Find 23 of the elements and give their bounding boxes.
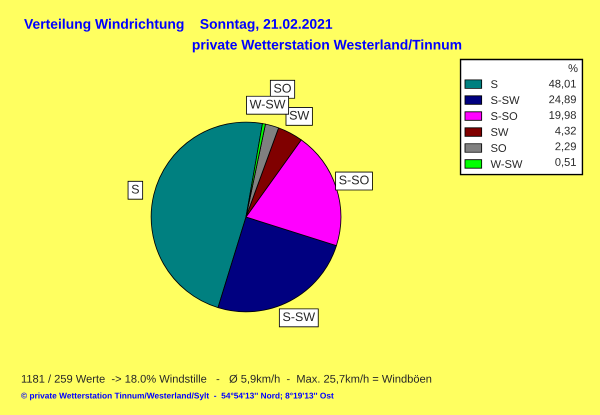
legend-label: S [491, 80, 498, 88]
chart-subtitle: private Wetterstation Westerland/Tinnum [192, 39, 462, 52]
slice-label: S-SW [283, 312, 316, 322]
slice-label: SW [290, 110, 310, 120]
legend-label: S-SW [491, 96, 520, 104]
legend-label: S-SO [491, 112, 518, 120]
data-label: 24,89 [549, 95, 576, 105]
text: 1181 / 259 Werte -> 18.0% Windstille - Ø 5,9km/h - Max. 25,7km/h = Windböen [22, 374, 432, 384]
slice-label: SO [274, 84, 291, 93]
slice-label: S [132, 184, 139, 194]
text: © private Wetterstation Tinnum/Westerland/Sylt - 54°54'13'' Nord; 8°19'13'' Ost [21, 392, 334, 400]
legend-title: % [568, 64, 578, 72]
data-label: 19,98 [549, 111, 576, 120]
slice-label: S-SO [339, 176, 369, 184]
legend-label: W-SW [490, 160, 522, 168]
data-label: 48,01 [548, 80, 576, 89]
slice-label: W-SW [250, 100, 286, 109]
data-label: 4,32 [555, 126, 576, 136]
chart-title: Verteilung Windrichtung Sonntag, 21.02.2021 [24, 18, 332, 32]
data-label: 0,51 [555, 158, 576, 168]
data-label: 2,29 [555, 142, 576, 152]
legend-label: SO [491, 144, 506, 152]
legend-label: SW [491, 128, 508, 136]
